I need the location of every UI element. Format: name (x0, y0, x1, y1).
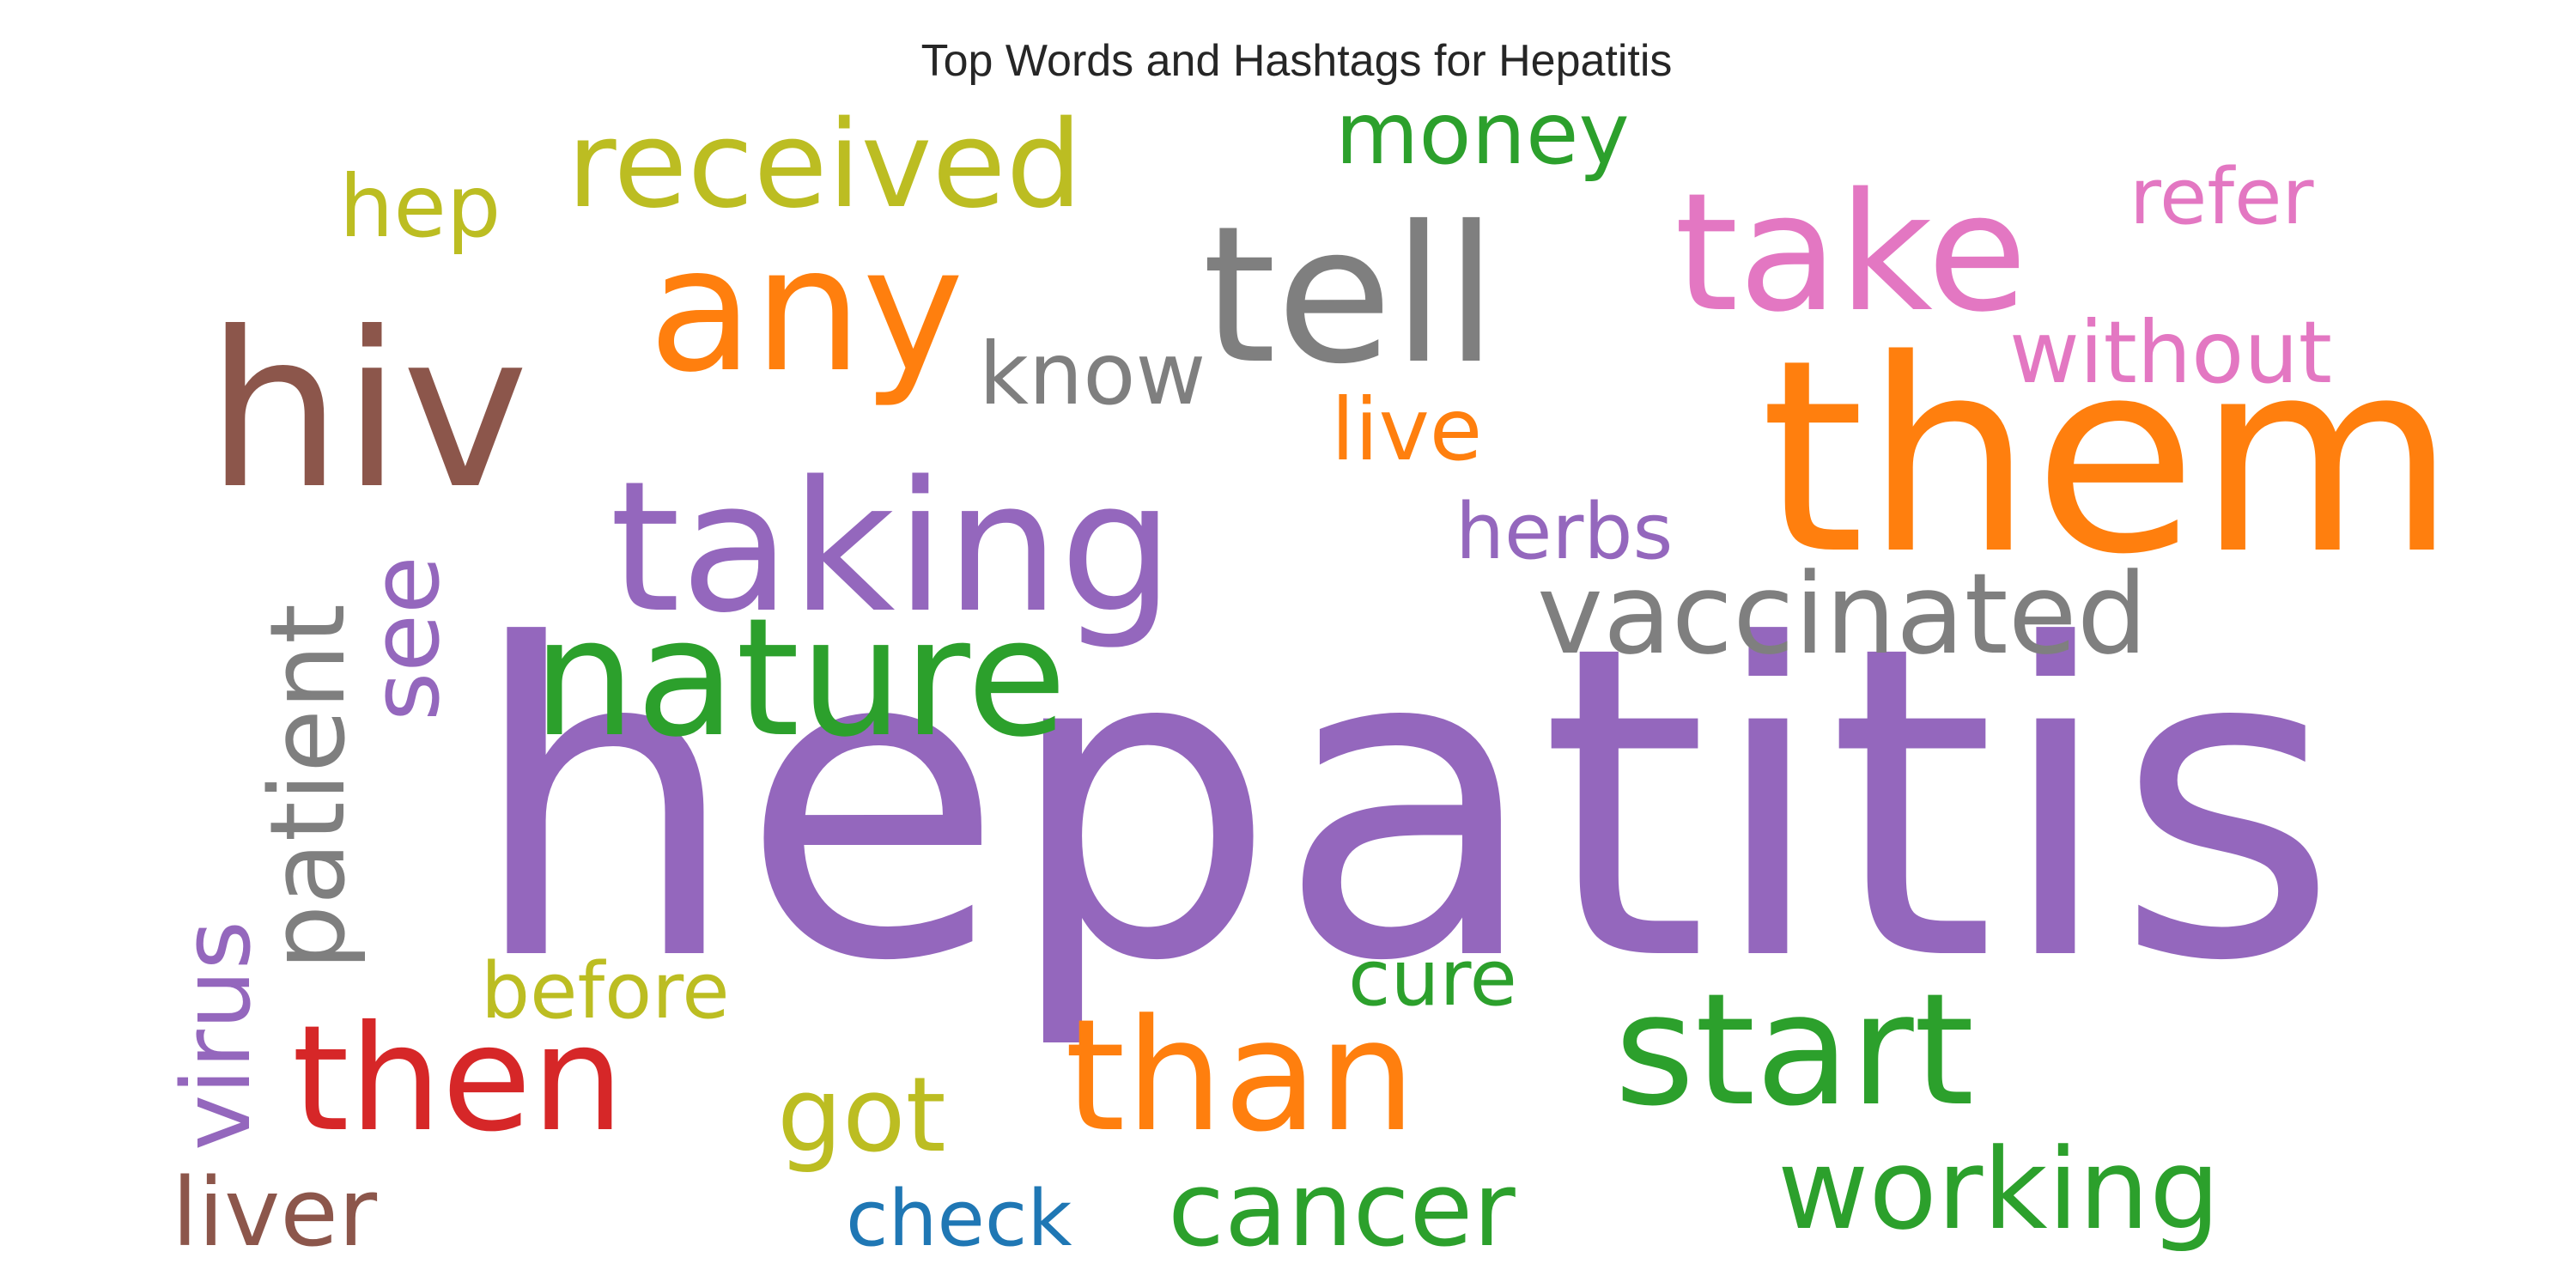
word-know: know (979, 324, 1206, 424)
word-any: any (648, 210, 964, 410)
word-herbs: herbs (1455, 487, 1673, 577)
word-working: working (1777, 1124, 2221, 1255)
word-live: live (1331, 380, 1482, 480)
word-patient: patient (249, 604, 368, 970)
word-money: money (1335, 83, 1630, 184)
word-cure: cure (1348, 933, 1517, 1024)
word-check: check (846, 1174, 1072, 1264)
word-cloud-title: Top Words and Hashtags for Hepatitis (921, 36, 1673, 86)
word-nature: nature (532, 583, 1067, 773)
word-got: got (777, 1056, 946, 1176)
word-cancer: cancer (1168, 1151, 1516, 1270)
word-tell: tell (1202, 185, 1498, 405)
word-start: start (1614, 961, 1974, 1140)
word-taking: taking (610, 442, 1174, 653)
word-vaccinated: vaccinated (1537, 549, 2148, 679)
word-than: than (1065, 987, 1416, 1166)
word-hep: hep (339, 156, 501, 257)
word-them: them (1760, 303, 2457, 613)
word-without: without (2009, 302, 2332, 403)
word-then: then (292, 994, 624, 1164)
word-hepatitis: hepatitis (468, 555, 2339, 1054)
word-refer: refer (2129, 152, 2313, 242)
word-liver: liver (172, 1157, 378, 1267)
word-before: before (481, 946, 730, 1036)
word-received: received (567, 95, 1082, 235)
word-virus: virus (161, 920, 271, 1151)
word-see: see (350, 556, 460, 721)
word-hiv: hiv (206, 286, 529, 536)
word-take: take (1674, 158, 2027, 348)
